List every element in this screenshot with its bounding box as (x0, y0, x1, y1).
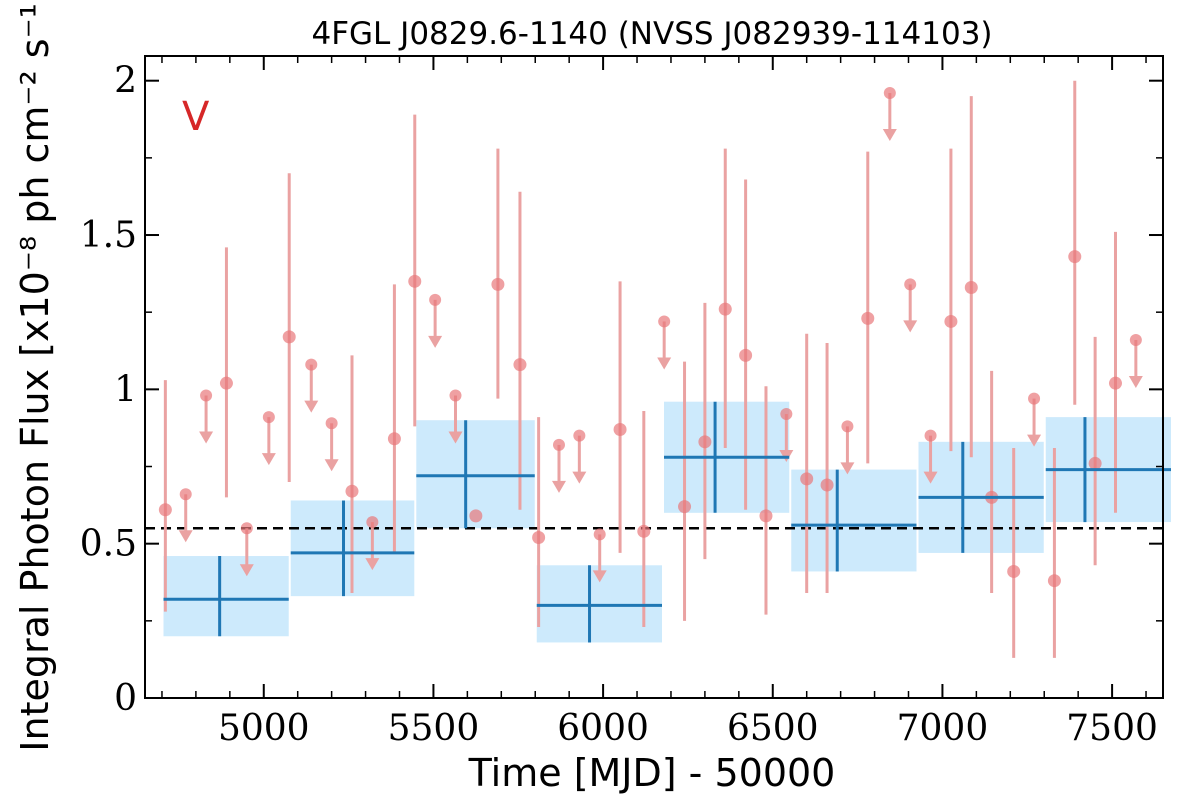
upper-limit-point (325, 417, 338, 430)
detection-point (513, 358, 527, 372)
detection-point (739, 348, 753, 362)
detection-point (944, 314, 958, 328)
detection-point (861, 311, 875, 325)
upper-limit-point (1028, 392, 1041, 405)
y-tick-label: 2 (114, 61, 137, 102)
upper-limit-arrow (903, 320, 918, 333)
upper-limit-point (262, 411, 275, 424)
upper-limit-point (883, 87, 896, 100)
detection-point (1108, 376, 1122, 390)
upper-limit-arrow (882, 129, 897, 142)
detection-point (678, 500, 692, 514)
x-axis-label: Time [MJD] - 50000 (468, 751, 836, 795)
upper-limit-point (429, 293, 442, 306)
x-tick-label: 5500 (388, 708, 480, 749)
upper-limit-arrow (551, 480, 566, 493)
detection-point (282, 330, 296, 344)
y-tick-label: 1 (114, 369, 137, 410)
upper-limit-arrow (239, 564, 254, 577)
detection-point (800, 472, 814, 486)
upper-limit-point (366, 516, 379, 529)
detection-point (158, 503, 172, 517)
plot-area (145, 80, 1171, 658)
detection-point (1068, 250, 1082, 264)
upper-limit-arrow (592, 570, 607, 583)
upper-limit-arrow (428, 335, 443, 348)
chart-title: 4FGL J0829.6-1140 (NVSS J082939-114103) (311, 16, 992, 52)
upper-limit-point (240, 522, 253, 535)
upper-limit-point (552, 438, 565, 451)
upper-limit-point (305, 358, 318, 371)
upper-limit-arrow (1027, 434, 1042, 447)
detection-point (1047, 574, 1061, 588)
upper-limit-point (780, 408, 793, 421)
upper-limit-arrow (324, 459, 339, 472)
detection-point (387, 432, 401, 446)
upper-limit-arrow (572, 471, 587, 484)
upper-limit-arrow (365, 558, 380, 571)
upper-limit-arrow (304, 400, 319, 413)
detection-point (1088, 456, 1102, 470)
upper-limit-arrow (1128, 375, 1143, 388)
detection-point (637, 524, 651, 538)
bin-box (163, 556, 289, 637)
upper-limit-point (1129, 333, 1142, 346)
plot-frame (144, 55, 1164, 699)
bin-box (791, 469, 917, 572)
upper-limit-arrow (199, 431, 214, 444)
upper-limit-point (200, 389, 213, 402)
upper-limit-point (593, 528, 606, 541)
y-tick-label: 0.5 (80, 524, 137, 565)
axes: 5000 5500 6000 6500 7000 7500 0 0.5 1 1.5 2 (80, 55, 1164, 749)
x-tick-label: 7500 (1066, 708, 1158, 749)
upper-limit-arrow (178, 530, 193, 543)
detection-point (219, 376, 233, 390)
detection-point (718, 302, 732, 316)
upper-limit-point (841, 420, 854, 433)
corner-label: V (182, 94, 210, 140)
detection-point (408, 274, 422, 288)
y-tick-label: 1.5 (80, 215, 137, 256)
upper-limit-point (449, 389, 462, 402)
upper-limit-arrow (261, 453, 276, 466)
upper-limit-point (573, 429, 586, 442)
detection-point (613, 422, 627, 436)
detection-point (491, 277, 505, 291)
detection-point (698, 435, 712, 449)
upper-limit-point (658, 315, 671, 328)
x-tick-label: 7000 (897, 708, 989, 749)
y-tick-label: 0 (114, 678, 137, 719)
upper-limit-point (179, 488, 192, 501)
upper-limit-arrow (923, 471, 938, 484)
x-tick-label: 6000 (557, 708, 649, 749)
detection-point (469, 509, 483, 523)
upper-limit-arrow (840, 462, 855, 475)
x-tick-label: 6500 (727, 708, 819, 749)
upper-limit-arrow (448, 431, 463, 444)
detection-point (759, 509, 773, 523)
y-axis-label: Integral Photon Flux [x10⁻⁸ ph cm⁻² s⁻¹] (13, 0, 57, 752)
detection-point (1007, 564, 1021, 578)
upper-limit-point (924, 429, 937, 442)
detection-point (820, 478, 834, 492)
detection-point (532, 531, 546, 544)
upper-limit-arrow (657, 357, 672, 370)
detection-point (964, 280, 978, 294)
detection-point (345, 484, 359, 498)
x-tick-label: 5000 (218, 708, 310, 749)
upper-limit-point (904, 278, 917, 291)
